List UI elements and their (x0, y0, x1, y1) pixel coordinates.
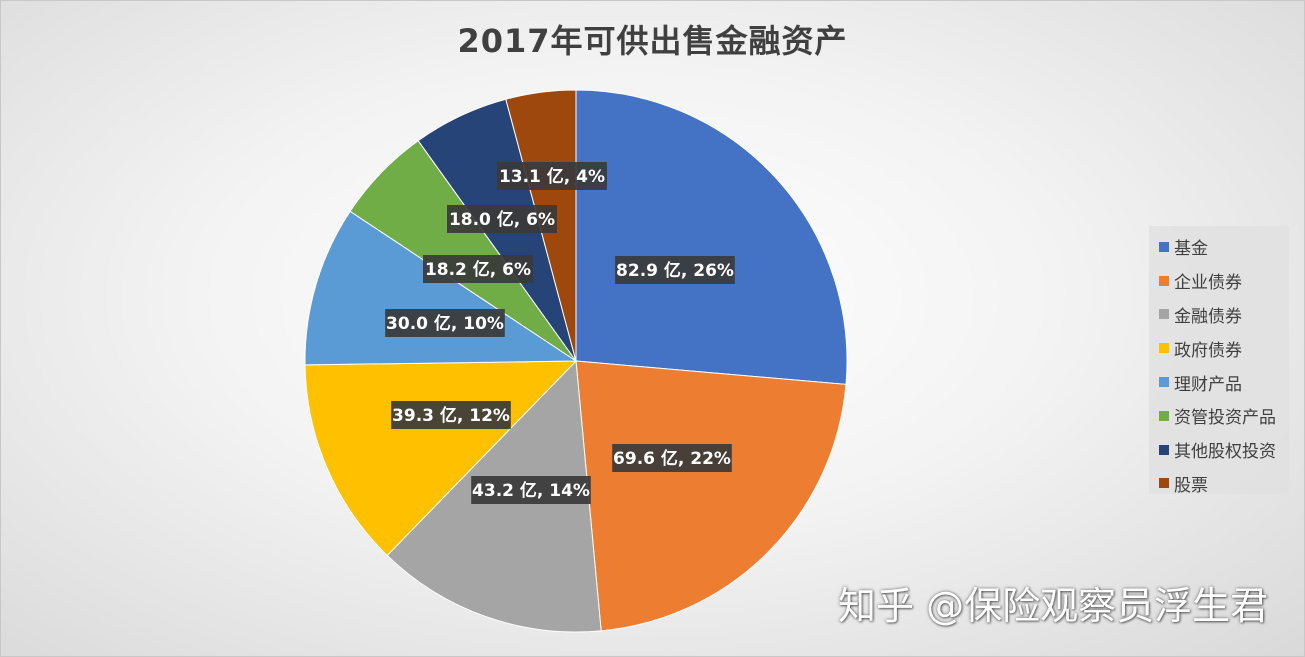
data-label-text: 39.3 亿, 12% (392, 405, 510, 426)
legend-swatch (1159, 377, 1169, 388)
legend-swatch (1159, 478, 1169, 489)
legend-swatch (1159, 309, 1169, 320)
data-label-text: 18.2 亿, 6% (425, 259, 531, 280)
data-label-6: 18.2 亿, 6% (423, 255, 533, 283)
data-label-3: 43.2 亿, 14% (471, 476, 591, 504)
legend-item-4: 政府债券 (1159, 331, 1289, 365)
data-label-text: 43.2 亿, 14% (472, 480, 590, 501)
data-label-text: 13.1 亿, 4% (499, 166, 605, 187)
legend-label: 金融债券 (1174, 306, 1242, 327)
legend-label: 政府债券 (1174, 340, 1242, 361)
chart-legend: 基金企业债券金融债券政府债券理财产品资管投资产品 其他股权投资 股票 (1149, 226, 1289, 496)
chart-title: 2017年可供出售金融资产 (457, 22, 848, 60)
legend-swatch (1159, 343, 1169, 354)
legend-item-2: 企业债券 (1159, 264, 1289, 298)
data-label-text: 18.0 亿, 6% (449, 209, 555, 230)
legend-swatch (1159, 410, 1169, 421)
legend-item-6: 资管投资产品 (1159, 399, 1289, 433)
legend-label: 其他股权投资 (1174, 442, 1276, 463)
legend-item-1: 基金 (1159, 230, 1289, 264)
legend-item-8: 股票 (1159, 467, 1289, 501)
watermark: 知乎 @保险观察员浮生君 (838, 584, 1269, 628)
data-label-4: 39.3 亿, 12% (391, 401, 511, 429)
legend-label: 企业债券 (1174, 273, 1242, 294)
legend-swatch (1159, 275, 1169, 286)
data-label-text: 82.9 亿, 26% (616, 260, 734, 281)
legend-label: 理财产品 (1174, 374, 1242, 395)
legend-item-7: 其他股权投资 (1159, 433, 1289, 467)
data-label-5: 30.0 亿, 10% (385, 309, 505, 337)
data-label-8: 13.1 亿, 4% (497, 162, 607, 190)
legend-label: 资管投资产品 (1174, 408, 1276, 429)
data-label-text: 69.6 亿, 22% (613, 448, 731, 469)
data-label-7: 18.0 亿, 6% (447, 205, 557, 233)
legend-swatch (1159, 444, 1169, 455)
pie-slice-1 (575, 89, 848, 385)
pie-slice-5 (304, 210, 578, 366)
data-label-1: 82.9 亿, 26% (615, 256, 735, 284)
legend-label: 股票 (1174, 475, 1208, 496)
data-label-text: 30.0 亿, 10% (386, 313, 504, 334)
legend-label: 基金 (1174, 239, 1208, 260)
legend-item-3: 金融债券 (1159, 298, 1289, 332)
legend-item-5: 理财产品 (1159, 365, 1289, 399)
pie-slice-2 (575, 360, 847, 632)
legend-swatch (1159, 241, 1169, 252)
data-label-2: 69.6 亿, 22% (612, 444, 732, 472)
